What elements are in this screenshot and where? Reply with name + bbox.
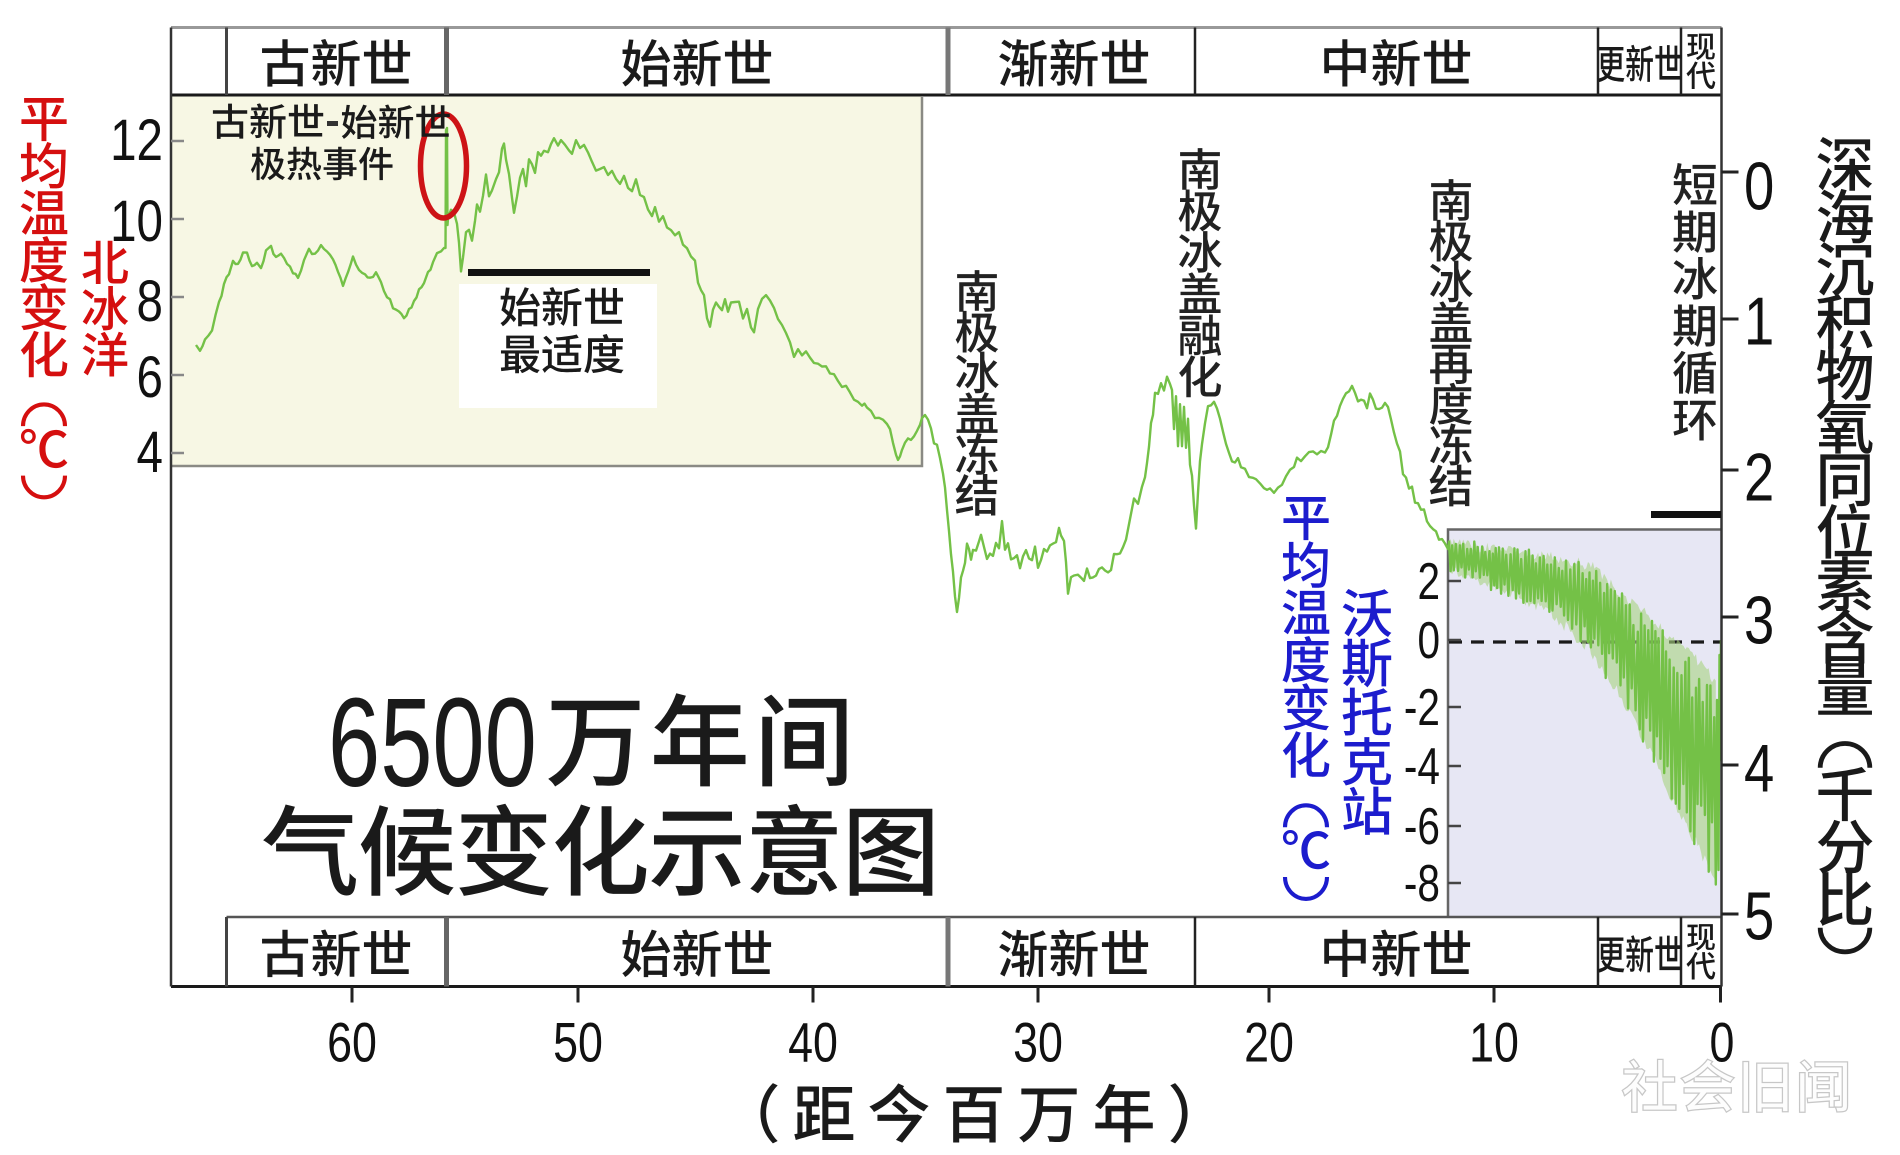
svg-text:12: 12 xyxy=(110,109,163,174)
svg-text:50: 50 xyxy=(553,1011,603,1074)
svg-text:4: 4 xyxy=(137,421,163,486)
svg-text:5: 5 xyxy=(1744,879,1774,955)
svg-text:3: 3 xyxy=(1744,583,1774,659)
svg-text:30: 30 xyxy=(1013,1011,1063,1074)
svg-text:40: 40 xyxy=(788,1011,838,1074)
svg-text:0: 0 xyxy=(1417,611,1440,669)
svg-text:20: 20 xyxy=(1244,1011,1294,1074)
svg-text:-2: -2 xyxy=(1404,678,1440,736)
svg-text:-6: -6 xyxy=(1404,797,1440,855)
svg-text:-4: -4 xyxy=(1404,737,1440,795)
svg-text:2: 2 xyxy=(1417,552,1440,610)
svg-text:-8: -8 xyxy=(1404,854,1440,912)
svg-text:8: 8 xyxy=(137,270,163,335)
svg-text:60: 60 xyxy=(327,1011,377,1074)
svg-text:0: 0 xyxy=(1744,149,1774,225)
svg-text:10: 10 xyxy=(110,190,163,255)
svg-text:2: 2 xyxy=(1744,440,1774,516)
svg-text:6500: 6500 xyxy=(328,671,537,813)
svg-text:4: 4 xyxy=(1744,731,1774,807)
svg-text:1: 1 xyxy=(1744,284,1774,360)
svg-text:0: 0 xyxy=(1710,1011,1735,1074)
svg-text:10: 10 xyxy=(1469,1011,1519,1074)
svg-text:6: 6 xyxy=(137,346,163,411)
